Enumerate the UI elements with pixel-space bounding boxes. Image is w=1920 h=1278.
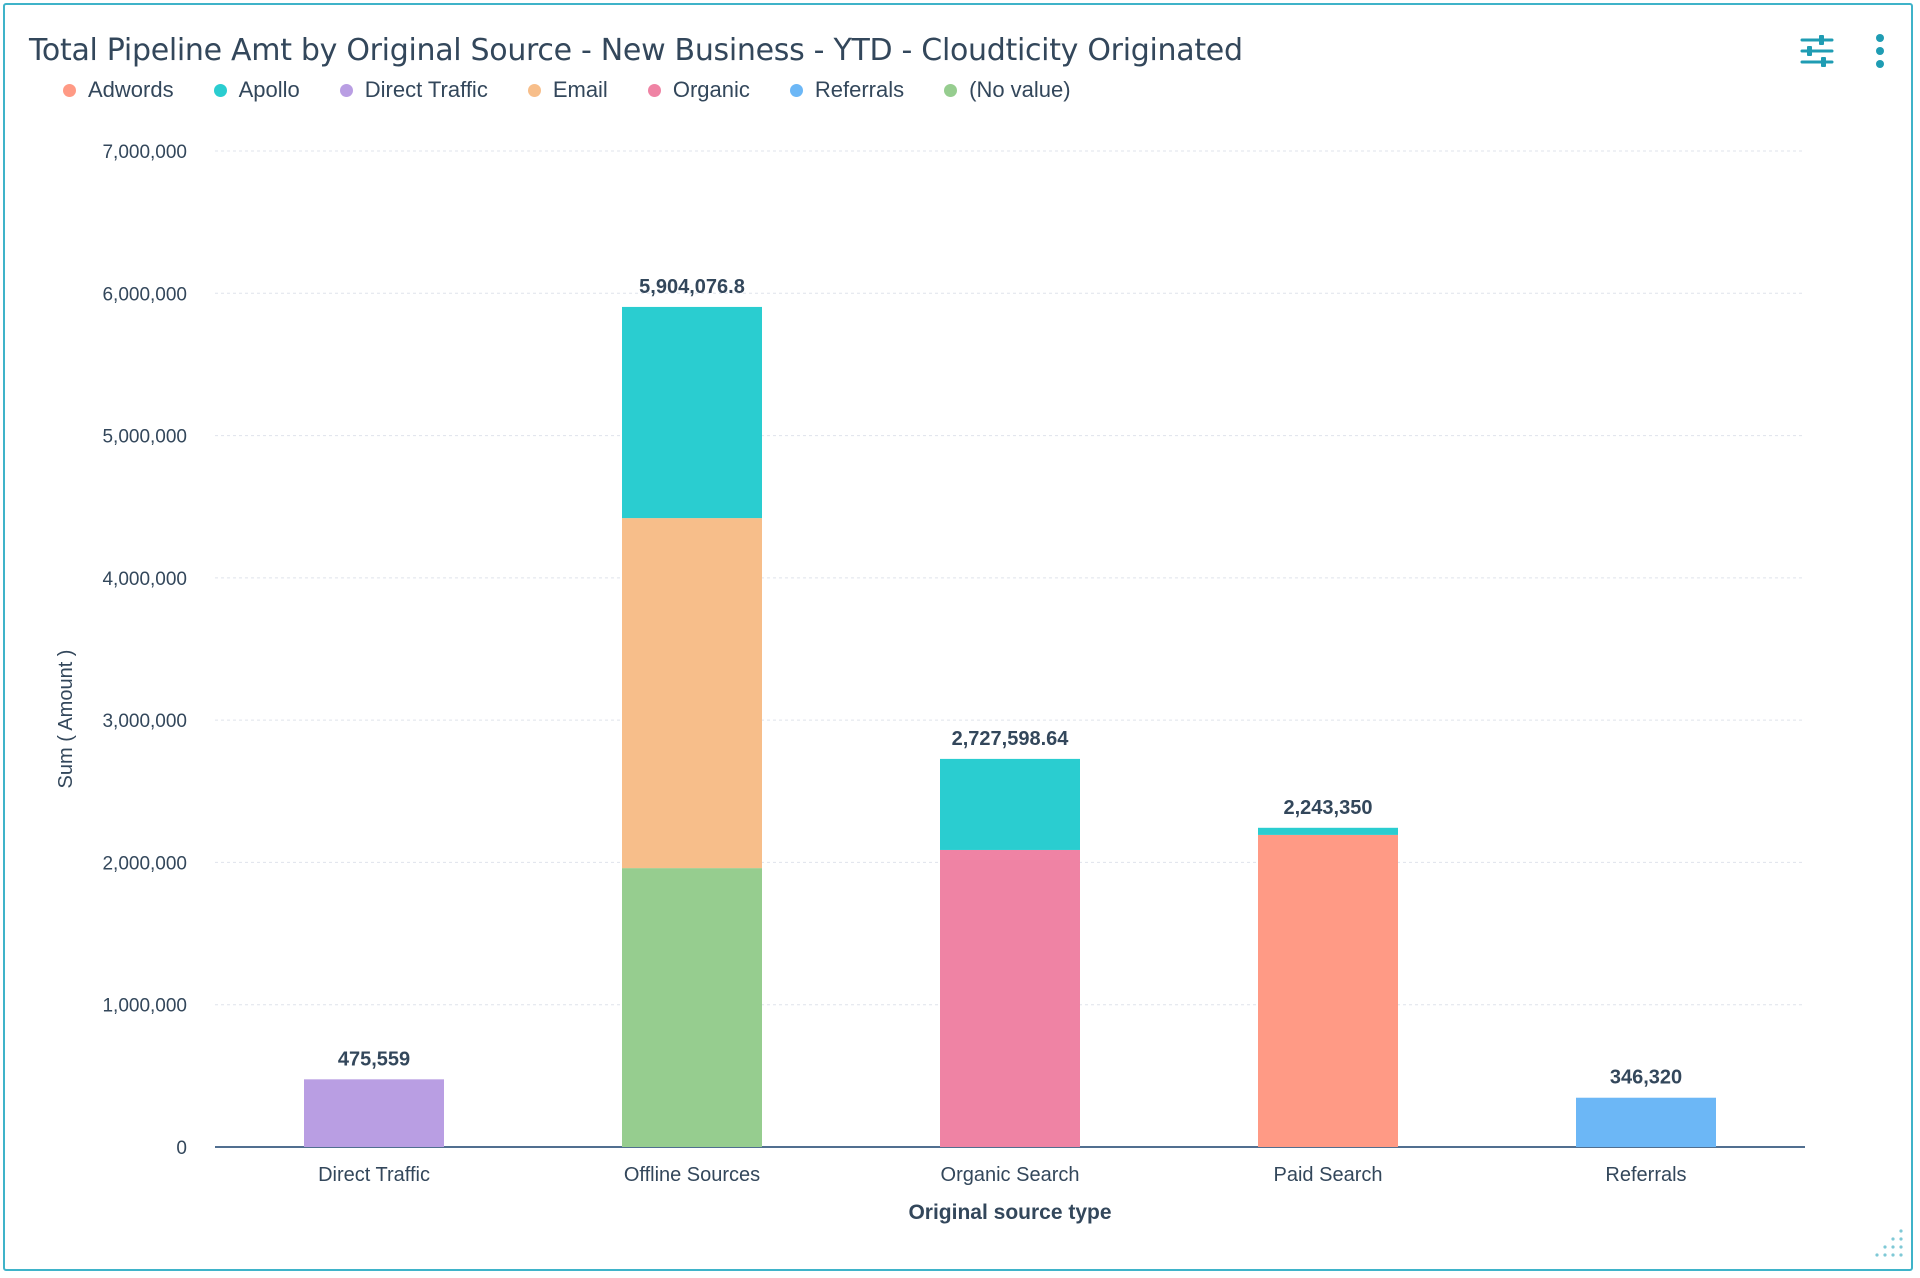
legend-label: Adwords	[88, 77, 174, 102]
bar-total-label: 2,243,350	[1284, 797, 1373, 819]
resize-grip-icon[interactable]	[1865, 1223, 1905, 1263]
legend-dot	[944, 83, 958, 97]
bar-segment	[940, 849, 1080, 1147]
legend-item[interactable]: Organic	[647, 77, 750, 103]
y-axis-title: Sum ( Amount )	[55, 650, 77, 789]
legend-item[interactable]: Email	[527, 77, 608, 103]
bar-total-label: 475,559	[338, 1048, 410, 1070]
filter-button[interactable]	[1797, 31, 1837, 71]
legend-label: (No value)	[969, 77, 1071, 102]
x-tick-label: Referrals	[1605, 1164, 1686, 1186]
y-tick-label: 0	[176, 1138, 187, 1159]
bar-segment	[940, 758, 1080, 850]
x-tick-label: Organic Search	[941, 1164, 1080, 1186]
bar-total-label: 5,904,076.8	[639, 276, 745, 298]
y-tick-label: 4,000,000	[102, 569, 187, 590]
legend-dot	[647, 83, 661, 97]
legend-dot	[213, 83, 227, 97]
x-tick-label: Paid Search	[1274, 1164, 1383, 1186]
legend-label: Referrals	[814, 77, 905, 102]
legend-dot	[339, 83, 353, 97]
legend-item[interactable]: Apollo	[213, 77, 300, 103]
y-tick-label: 2,000,000	[102, 853, 187, 874]
bar-segment	[622, 518, 762, 869]
bar-total-label: 346,320	[1610, 1067, 1682, 1089]
legend-label: Email	[552, 77, 608, 102]
bar-segment	[622, 306, 762, 519]
bar-total-label: 2,727,598.64	[952, 728, 1070, 750]
legend-label: Apollo	[238, 77, 300, 102]
legend-item[interactable]: Adwords	[63, 77, 174, 103]
x-axis-title: Original source type	[908, 1201, 1111, 1224]
legend-dot	[789, 83, 803, 97]
legend-dot	[527, 83, 541, 97]
bar-segment	[304, 1079, 444, 1147]
x-tick-label: Offline Sources	[624, 1164, 760, 1186]
legend-item[interactable]: Referrals	[789, 77, 905, 103]
legend-label: Direct Traffic	[364, 77, 488, 102]
legend-dot	[63, 83, 76, 97]
y-tick-label: 3,000,000	[102, 711, 187, 732]
y-tick-label: 1,000,000	[102, 996, 187, 1017]
bar-segment	[622, 868, 762, 1147]
bar-segment	[1258, 827, 1398, 835]
legend-item[interactable]: (No value)	[944, 77, 1071, 103]
sliders-icon	[1800, 35, 1834, 67]
bar-segment	[1258, 834, 1398, 1147]
bar-segment	[1576, 1097, 1716, 1147]
more-options-button[interactable]	[1865, 31, 1895, 71]
legend: Adwords Apollo Direct Traffic Email Organic R…	[63, 75, 1111, 105]
y-tick-label: 7,000,000	[102, 142, 187, 163]
chart-title: Total Pipeline Amt by Original Source - …	[29, 33, 1243, 68]
y-tick-label: 6,000,000	[102, 284, 187, 305]
legend-label: Organic	[672, 77, 750, 102]
y-tick-label: 5,000,000	[102, 427, 187, 448]
x-tick-label: Direct Traffic	[318, 1164, 430, 1186]
vertical-ellipsis-icon	[1876, 34, 1884, 68]
legend-item[interactable]: Direct Traffic	[339, 77, 488, 103]
